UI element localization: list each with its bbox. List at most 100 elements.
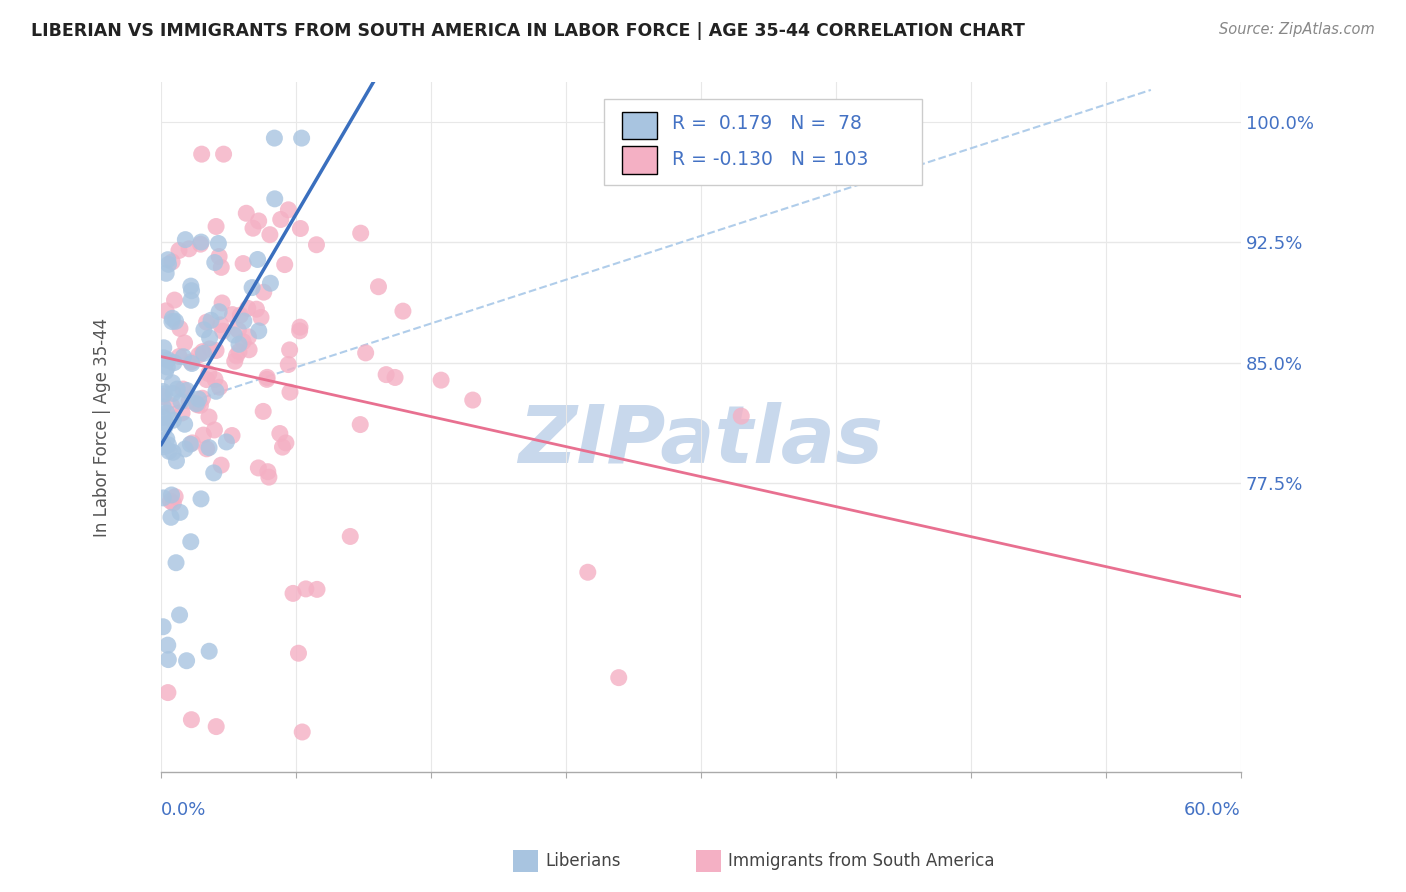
Text: ZIPatlas: ZIPatlas	[519, 402, 883, 480]
Point	[225, 349, 247, 363]
Point	[211, 296, 233, 310]
Text: LIBERIAN VS IMMIGRANTS FROM SOUTH AMERICA IN LABOR FORCE | AGE 35-44 CORRELATION: LIBERIAN VS IMMIGRANTS FROM SOUTH AMERIC…	[31, 22, 1025, 40]
Point	[165, 556, 187, 570]
FancyBboxPatch shape	[623, 146, 657, 174]
Point	[160, 399, 183, 413]
Point	[176, 384, 198, 398]
Point	[238, 343, 260, 357]
Point	[157, 444, 180, 458]
Point	[256, 465, 278, 479]
Point	[208, 380, 231, 394]
Point	[155, 266, 177, 280]
Point	[162, 445, 184, 459]
Point	[156, 359, 179, 374]
Text: R = -0.130   N = 103: R = -0.130 N = 103	[672, 150, 869, 169]
Point	[305, 582, 328, 597]
Point	[187, 398, 209, 412]
Point	[247, 461, 270, 475]
Point	[159, 494, 181, 508]
Point	[157, 652, 180, 666]
Point	[169, 321, 191, 335]
Point	[354, 346, 377, 360]
Point	[191, 391, 214, 405]
Point	[179, 437, 201, 451]
Point	[290, 221, 312, 235]
Point	[165, 314, 187, 328]
Point	[269, 426, 291, 441]
Point	[163, 293, 186, 307]
Point	[169, 607, 191, 622]
Point	[228, 337, 250, 351]
Point	[156, 685, 179, 699]
Point	[155, 365, 177, 379]
Point	[162, 376, 184, 390]
Point	[174, 442, 197, 456]
Point	[278, 385, 301, 400]
Point	[730, 409, 752, 423]
Point	[305, 237, 328, 252]
Point	[173, 417, 195, 432]
Point	[195, 315, 218, 329]
Point	[195, 442, 218, 456]
Point	[252, 404, 274, 418]
Point	[153, 386, 176, 401]
Point	[167, 350, 190, 364]
Point	[224, 354, 246, 368]
Point	[205, 384, 228, 399]
Point	[160, 510, 183, 524]
Point	[288, 324, 311, 338]
Point	[163, 356, 186, 370]
Point	[263, 131, 285, 145]
Point	[202, 466, 225, 480]
Point	[174, 233, 197, 247]
Text: Immigrants from South America: Immigrants from South America	[728, 852, 995, 870]
Point	[180, 356, 202, 370]
Point	[177, 242, 200, 256]
Point	[155, 303, 177, 318]
Point	[246, 252, 269, 267]
Point	[263, 192, 285, 206]
Point	[211, 324, 233, 338]
Point	[247, 324, 270, 338]
Point	[228, 323, 250, 337]
Point	[209, 458, 232, 472]
Point	[607, 671, 630, 685]
Point	[152, 437, 174, 451]
Point	[212, 147, 235, 161]
Point	[208, 304, 231, 318]
Point	[287, 646, 309, 660]
Point	[250, 310, 273, 325]
Point	[238, 330, 260, 344]
FancyBboxPatch shape	[603, 99, 922, 186]
Point	[205, 343, 228, 358]
Point	[180, 293, 202, 308]
Point	[156, 432, 179, 446]
Point	[367, 279, 389, 293]
Point	[190, 147, 212, 161]
Text: Source: ZipAtlas.com: Source: ZipAtlas.com	[1219, 22, 1375, 37]
Point	[153, 420, 176, 434]
Point	[221, 308, 243, 322]
Point	[152, 341, 174, 355]
Point	[162, 311, 184, 326]
Text: 0.0%: 0.0%	[162, 801, 207, 819]
Point	[384, 370, 406, 384]
Point	[198, 342, 221, 356]
Point	[350, 226, 373, 240]
Point	[228, 344, 250, 359]
Point	[461, 393, 484, 408]
Point	[235, 206, 257, 220]
Point	[430, 373, 453, 387]
Point	[204, 423, 226, 437]
Point	[209, 260, 232, 275]
Point	[198, 331, 221, 345]
Point	[257, 470, 280, 484]
Point	[187, 348, 209, 362]
Point	[349, 417, 371, 432]
Point	[259, 227, 281, 242]
Point	[204, 372, 226, 386]
Point	[274, 436, 297, 450]
Point	[180, 355, 202, 369]
Point	[190, 491, 212, 506]
Point	[232, 256, 254, 270]
